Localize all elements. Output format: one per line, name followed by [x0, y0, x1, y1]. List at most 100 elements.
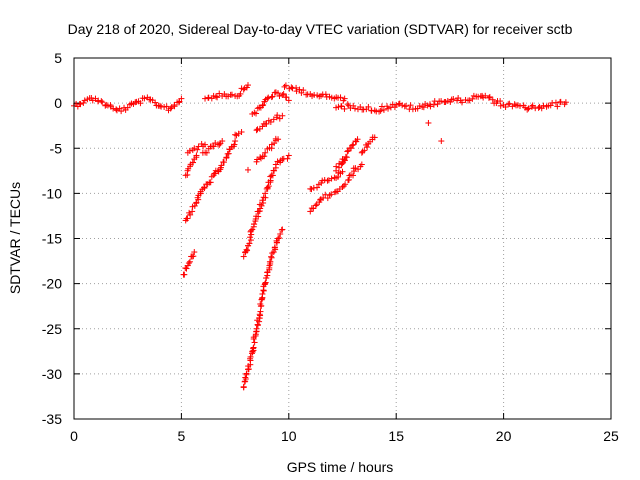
- data-point: [348, 145, 355, 152]
- data-point: [283, 94, 290, 101]
- data-point: [269, 250, 276, 257]
- data-point: [506, 100, 513, 107]
- y-tick-label: 0: [54, 95, 62, 111]
- data-point: [337, 94, 344, 101]
- data-point: [167, 105, 174, 112]
- y-axis-label: SDTVAR / TECUs: [7, 182, 23, 294]
- data-point: [268, 94, 275, 101]
- data-point: [214, 94, 221, 101]
- data-point: [141, 95, 148, 102]
- data-point: [212, 140, 219, 147]
- data-point: [489, 96, 496, 103]
- x-axis-label: GPS time / hours: [287, 459, 394, 475]
- y-tick-label: -5: [50, 140, 63, 156]
- data-point: [365, 103, 372, 110]
- data-point: [458, 99, 465, 106]
- data-point: [354, 136, 361, 143]
- data-point: [557, 98, 564, 105]
- data-point: [247, 234, 254, 241]
- data-point: [279, 92, 286, 99]
- data-point: [243, 246, 250, 253]
- data-point: [267, 118, 274, 125]
- data-point: [193, 152, 200, 159]
- data-point: [268, 254, 275, 261]
- data-point: [300, 87, 307, 94]
- data-point: [244, 166, 251, 173]
- data-point: [438, 138, 445, 145]
- data-point: [285, 97, 292, 104]
- data-point: [267, 173, 274, 180]
- data-point: [99, 99, 106, 106]
- data-point: [216, 141, 223, 148]
- data-point: [528, 103, 535, 110]
- data-point: [267, 258, 274, 265]
- data-point: [250, 344, 257, 351]
- data-point: [268, 253, 275, 260]
- data-point: [450, 95, 457, 102]
- data-point: [333, 163, 340, 170]
- data-point: [393, 101, 400, 108]
- data-point: [237, 90, 244, 97]
- data-point: [171, 101, 178, 108]
- data-point: [187, 211, 194, 218]
- x-tick-label: 15: [388, 428, 404, 444]
- data-point: [399, 102, 406, 109]
- y-tick-label: 5: [54, 50, 62, 66]
- data-point: [282, 82, 289, 89]
- data-point: [95, 97, 102, 104]
- data-point: [183, 265, 190, 272]
- data-point: [242, 375, 249, 382]
- data-point: [263, 120, 270, 127]
- data-point: [529, 102, 536, 109]
- data-point: [339, 168, 346, 175]
- data-point: [341, 95, 348, 102]
- data-point: [194, 146, 201, 153]
- data-point: [250, 221, 257, 228]
- data-point: [203, 149, 210, 156]
- data-point: [253, 325, 260, 332]
- data-point: [202, 95, 209, 102]
- data-point: [186, 147, 193, 154]
- data-point: [342, 181, 349, 188]
- data-point: [285, 152, 292, 159]
- data-point: [486, 93, 493, 100]
- data-point: [212, 170, 219, 177]
- data-point: [497, 98, 504, 105]
- data-point: [259, 197, 266, 204]
- data-point: [341, 105, 348, 112]
- data-point: [281, 83, 288, 90]
- data-point: [288, 84, 295, 91]
- data-point: [246, 240, 253, 247]
- data-point: [276, 93, 283, 100]
- y-tick-label: -15: [42, 231, 62, 247]
- data-point: [260, 199, 267, 206]
- data-point: [218, 162, 225, 169]
- data-point: [497, 102, 504, 109]
- data-point: [420, 104, 427, 111]
- data-point: [438, 98, 445, 105]
- data-point: [259, 123, 266, 130]
- data-point: [257, 154, 264, 161]
- data-point: [261, 153, 268, 160]
- data-point: [262, 190, 269, 197]
- data-point: [274, 158, 281, 165]
- data-point: [263, 275, 270, 282]
- data-point: [466, 97, 473, 104]
- data-point: [377, 107, 384, 114]
- data-point: [358, 161, 365, 168]
- data-point: [259, 102, 266, 109]
- data-point: [334, 173, 341, 180]
- data-point: [511, 101, 518, 108]
- data-point: [207, 179, 214, 186]
- data-point: [212, 93, 219, 100]
- data-point: [427, 103, 434, 110]
- data-point: [137, 100, 144, 107]
- data-point: [475, 93, 482, 100]
- data-point: [275, 136, 282, 143]
- data-point: [197, 190, 204, 197]
- data-point: [247, 353, 254, 360]
- data-point: [156, 102, 163, 109]
- data-point: [502, 104, 509, 111]
- chart-title: Day 218 of 2020, Sidereal Day-to-day VTE…: [68, 21, 573, 37]
